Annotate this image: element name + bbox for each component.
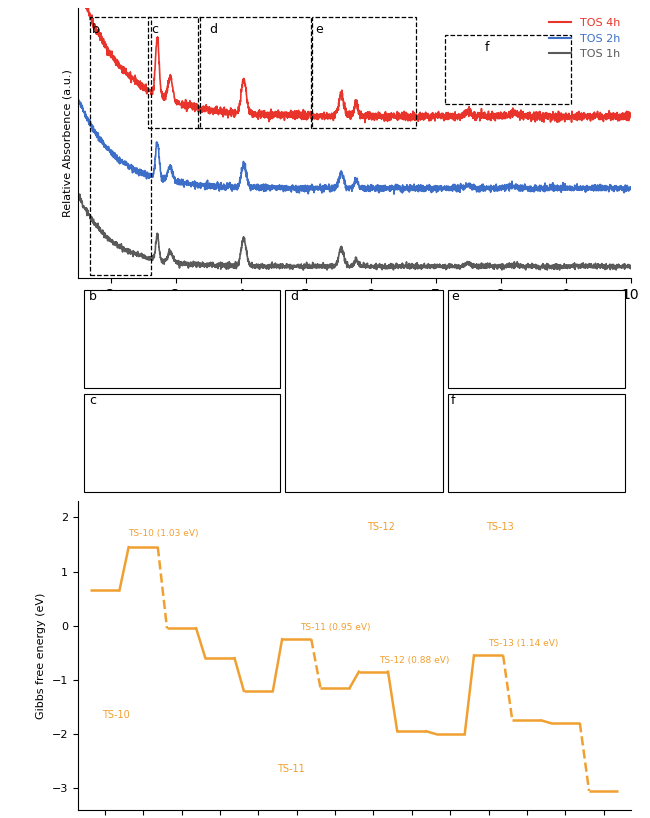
TOS 1h [170,251,177,261]
TOS 1h [74,189,82,199]
TOS 2h [137,170,145,180]
Text: TS-13 (1.14 eV): TS-13 (1.14 eV) [489,640,559,649]
TOS 1h [616,261,624,271]
TOS 2h [616,184,624,194]
X-axis label: Time (min): Time (min) [320,308,388,321]
Line: TOS 1h: TOS 1h [78,194,630,270]
TOS 1h [137,250,145,260]
TOS 2h [390,189,398,199]
TOS 4h [627,109,634,119]
Text: TS-10 (1.03 eV): TS-10 (1.03 eV) [128,529,198,538]
Text: b: b [89,290,97,303]
FancyBboxPatch shape [448,290,625,388]
FancyBboxPatch shape [83,394,280,492]
TOS 2h [74,90,82,100]
TOS 4h [170,88,177,97]
Bar [198,17,311,128]
Y-axis label: Relative Absorbence (a.u.): Relative Absorbence (a.u.) [62,70,72,218]
TOS 4h [286,112,294,122]
TOS 2h [310,182,318,192]
TOS 4h [556,112,564,122]
TOS 1h [627,261,634,271]
Text: d: d [291,290,299,303]
Text: TS-13: TS-13 [486,522,514,532]
Bar [312,17,416,128]
Text: f: f [451,394,456,407]
Text: TS-12: TS-12 [367,522,395,532]
Legend: TOS 4h, TOS 2h, TOS 1h: TOS 4h, TOS 2h, TOS 1h [545,14,625,64]
TOS 1h [286,264,294,274]
Text: e: e [315,23,323,36]
Bar [445,35,571,104]
Text: c: c [151,23,158,36]
Text: d: d [209,23,217,36]
Bar [148,17,200,128]
TOS 2h [556,181,564,191]
TOS 4h [310,112,318,122]
Text: f: f [484,41,489,54]
TOS 2h [286,183,294,193]
Text: c: c [89,394,96,407]
FancyBboxPatch shape [448,394,625,492]
Y-axis label: Gibbs free energy (eV): Gibbs free energy (eV) [36,592,46,719]
FancyBboxPatch shape [83,290,280,388]
Line: TOS 2h: TOS 2h [78,95,630,194]
TOS 2h [170,173,177,182]
Bar [90,17,151,276]
Line: TOS 4h: TOS 4h [78,0,630,123]
TOS 2h [627,182,634,191]
TOS 1h [556,260,564,270]
Text: TS-10: TS-10 [103,710,130,720]
TOS 4h [361,118,369,128]
FancyBboxPatch shape [285,290,443,492]
TOS 1h [300,265,307,275]
TOS 1h [310,261,318,271]
Text: TS-11: TS-11 [277,764,305,774]
Text: e: e [451,290,459,303]
TOS 4h [616,110,624,119]
Text: TS-12 (0.88 eV): TS-12 (0.88 eV) [379,656,450,665]
Text: b: b [92,23,100,36]
Text: TS-11 (0.95 eV): TS-11 (0.95 eV) [300,623,371,632]
TOS 4h [137,81,145,91]
